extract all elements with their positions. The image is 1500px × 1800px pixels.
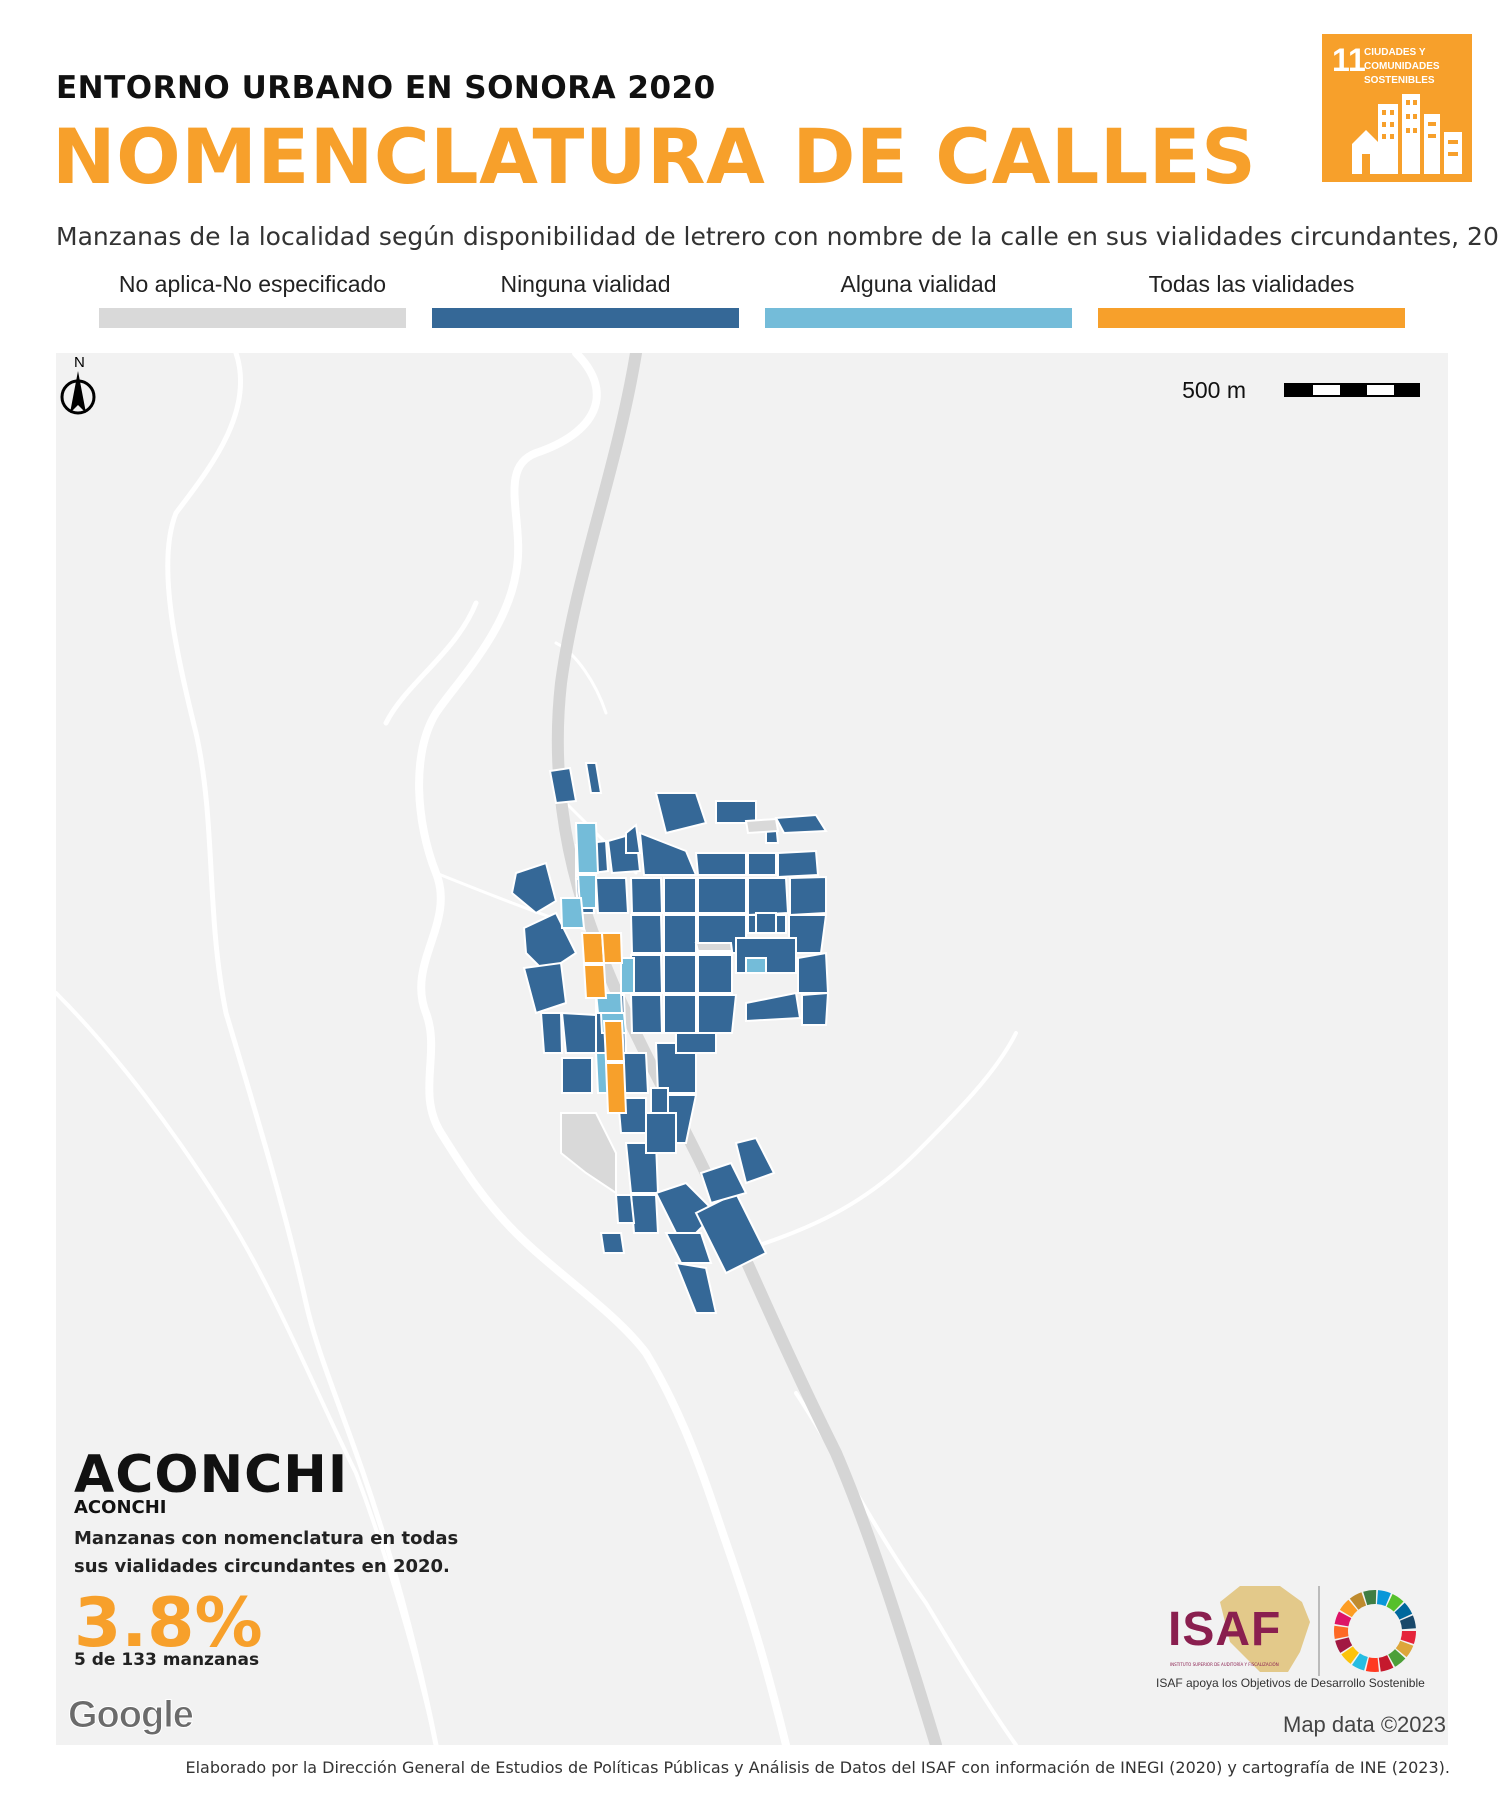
legend-swatch	[765, 308, 1072, 328]
sdg-11-badge: 11 CIUDADES Y COMUNIDADES SOSTENIBLES	[1322, 34, 1472, 182]
city-buildings-icon	[1352, 94, 1462, 174]
north-label: N	[74, 354, 85, 371]
stat-percent: 3.8%	[74, 1584, 263, 1663]
map-canvas[interactable]: 500 m N	[56, 353, 1448, 1745]
municipality-name: ACONCHI	[74, 1445, 349, 1505]
blocks-no-aplica	[560, 817, 780, 1195]
subtitle: Manzanas de la localidad según disponibi…	[56, 222, 1500, 251]
scale-label: 500 m	[1182, 377, 1246, 403]
map-legend: No aplica-No especificado Ninguna vialid…	[99, 268, 1419, 328]
legend-item-no-aplica: No aplica-No especificado	[99, 268, 406, 328]
isaf-logo-block: ISAF INSTITUTO SUPERIOR DE AUDITORÍA Y F…	[1150, 1582, 1440, 1692]
sdg-wheel-icon	[1334, 1590, 1416, 1672]
sdg-number: 11	[1332, 42, 1366, 78]
stat-description: Manzanas con nomenclatura en todas sus v…	[74, 1528, 459, 1577]
legend-item-ninguna: Ninguna vialidad	[432, 268, 739, 328]
legend-label: No aplica-No especificado	[118, 271, 387, 297]
north-arrow-icon: N	[60, 354, 96, 415]
legend-label: Ninguna vialidad	[500, 271, 671, 297]
blocks-ninguna	[510, 762, 830, 1314]
sdg-text: CIUDADES Y COMUNIDADES SOSTENIBLES	[1364, 47, 1440, 86]
legend-item-todas: Todas las vialidades	[1098, 268, 1405, 328]
stat-count: 5 de 133 manzanas	[74, 1650, 260, 1670]
sonora-map-icon	[1220, 1586, 1310, 1672]
legend-item-alguna: Alguna vialidad	[765, 268, 1072, 328]
footer-credit: Elaborado por la Dirección General de Es…	[185, 1758, 1451, 1777]
map-layer	[56, 353, 1018, 1745]
divider	[1318, 1586, 1320, 1676]
isaf-subtext: INSTITUTO SUPERIOR DE AUDITORÍA Y FISCAL…	[1170, 1662, 1279, 1667]
locality-name: ACONCHI	[74, 1497, 167, 1518]
blocks-todas	[580, 932, 628, 1114]
legend-swatch	[99, 308, 406, 328]
scale-bar	[1284, 383, 1420, 397]
page-title: NOMENCLATURA DE CALLES	[52, 112, 1257, 201]
google-logo: Google	[68, 1694, 195, 1737]
isaf-logo: ISAF	[1168, 1603, 1282, 1656]
supertitle: ENTORNO URBANO EN SONORA 2020	[56, 70, 716, 106]
legend-swatch	[432, 308, 739, 328]
map-attribution: Map data ©2023	[1283, 1712, 1446, 1737]
isaf-caption: ISAF apoya los Objetivos de Desarrollo S…	[1156, 1676, 1425, 1690]
highway-road	[551, 353, 942, 1745]
legend-label: Alguna vialidad	[840, 271, 997, 297]
legend-label: Todas las vialidades	[1148, 271, 1355, 297]
legend-swatch	[1098, 308, 1405, 328]
